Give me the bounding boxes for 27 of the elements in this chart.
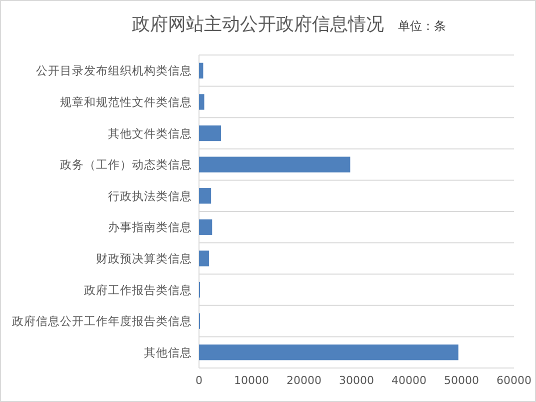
bar xyxy=(199,344,458,360)
x-tick-label: 60000 xyxy=(496,374,532,387)
y-tick-label: 行政执法类信息 xyxy=(108,188,192,203)
chart-title: 政府网站主动公开政府信息情况 xyxy=(132,14,384,35)
bar xyxy=(199,62,204,78)
chart-subtitle: 单位：条 xyxy=(398,19,446,33)
y-tick-label: 政府工作报告类信息 xyxy=(84,282,192,297)
bar xyxy=(199,250,209,266)
y-tick-label: 政务（工作）动态类信息 xyxy=(60,158,192,172)
y-tick-label: 其他文件类信息 xyxy=(108,126,192,140)
x-tick-label: 50000 xyxy=(444,374,479,387)
x-tick-label: 10000 xyxy=(234,374,269,387)
bar xyxy=(199,125,222,142)
bar xyxy=(199,94,204,110)
y-tick-label: 其他信息 xyxy=(144,345,192,360)
y-tick-label: 公开目录发布组织机构类信息 xyxy=(36,64,192,78)
bar xyxy=(199,219,212,235)
x-tick-label: 30000 xyxy=(339,374,374,387)
x-tick-label: 20000 xyxy=(286,374,322,387)
bar xyxy=(199,188,212,204)
y-tick-label: 规章和规范性文件类信息 xyxy=(60,94,192,109)
y-tick-label: 政府信息公开工作年度报告类信息 xyxy=(12,314,192,328)
bar xyxy=(199,156,350,172)
y-tick-label: 财政预决算类信息 xyxy=(96,251,192,266)
y-tick-label: 办事指南类信息 xyxy=(108,220,192,234)
x-tick-label: 40000 xyxy=(392,374,426,387)
x-tick-label: 0 xyxy=(196,374,202,387)
